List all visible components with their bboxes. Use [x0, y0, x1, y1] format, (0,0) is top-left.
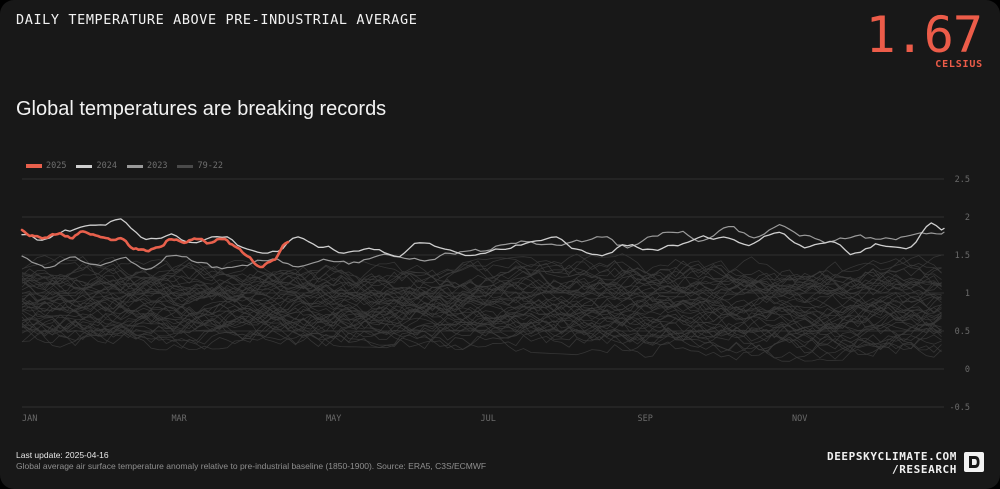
series-2023-line	[21, 224, 945, 271]
historical-year-line	[21, 309, 942, 352]
legend-swatch-2025	[26, 164, 42, 168]
current-anomaly-unit: CELSIUS	[935, 59, 983, 70]
chart-headline: Global temperatures are breaking records	[16, 98, 387, 120]
source-text: Global average air surface temperature a…	[16, 461, 487, 471]
legend-label-2023: 2023	[146, 161, 168, 171]
historical-year-line	[21, 278, 942, 322]
y-tick-label: 0	[965, 365, 970, 375]
x-tick-label: SEP	[638, 414, 653, 424]
x-tick-label: MAY	[326, 414, 341, 424]
brand-line-1: DEEPSKYCLIMATE.COM	[826, 450, 957, 463]
legend-item-historic: 79-22	[177, 161, 223, 171]
y-tick-label: -0.5	[950, 403, 970, 413]
last-update-text: Last update: 2025-04-16	[16, 450, 109, 460]
historical-year-line	[21, 285, 942, 316]
brand-line-2: /RESEARCH	[891, 463, 957, 476]
x-tick-label: NOV	[792, 414, 807, 424]
current-anomaly-value: 1.67	[865, 6, 983, 64]
chart-header-title: DAILY TEMPERATURE ABOVE PRE-INDUSTRIAL A…	[16, 12, 418, 28]
historical-year-line	[21, 279, 942, 316]
brand-link[interactable]: DEEPSKYCLIMATE.COM /RESEARCH	[827, 450, 957, 476]
historical-year-line	[21, 317, 942, 362]
y-tick-label: 0.5	[955, 327, 970, 337]
historical-year-line	[21, 260, 942, 296]
legend-swatch-2024	[76, 164, 93, 168]
historical-year-line	[21, 277, 942, 323]
historical-year-line	[21, 318, 942, 356]
series-2024-line	[21, 218, 945, 258]
historical-year-line	[21, 255, 942, 290]
y-tick-label: 1.5	[955, 251, 970, 261]
series-2025-line	[20, 228, 290, 269]
x-tick-label: JAN	[22, 414, 37, 424]
x-tick-label: MAR	[171, 414, 187, 424]
legend-swatch-historic	[177, 164, 194, 168]
legend-item-2024: 2024	[76, 161, 117, 171]
y-tick-label: 2	[965, 213, 970, 223]
deepsky-logo-icon	[964, 452, 984, 472]
legend-item-2025: 2025	[26, 161, 66, 171]
legend-label-2024: 2024	[96, 161, 117, 171]
historical-year-line	[21, 257, 942, 295]
legend-label-historic: 79-22	[197, 161, 224, 171]
historical-year-line	[21, 273, 942, 310]
y-tick-label: 1	[965, 289, 970, 299]
legend-item-2023: 2023	[126, 161, 168, 171]
historical-year-line	[21, 303, 942, 334]
historical-year-line	[21, 276, 942, 314]
historical-year-line	[21, 291, 942, 331]
historical-year-line	[21, 313, 942, 347]
legend-label-2025: 2025	[46, 161, 67, 171]
historical-year-line	[22, 268, 942, 310]
chart-legend: 2025 2024 2023 79-22	[26, 161, 223, 171]
historical-year-line	[21, 305, 942, 351]
y-tick-label: 2.5	[955, 175, 970, 185]
x-tick-label: JUL	[480, 414, 495, 424]
legend-swatch-2023	[126, 164, 143, 168]
historical-year-line	[21, 253, 942, 288]
historical-year-line	[21, 268, 942, 303]
historical-year-line	[21, 264, 942, 306]
historical-year-line	[21, 307, 942, 340]
historical-year-line	[21, 314, 942, 362]
